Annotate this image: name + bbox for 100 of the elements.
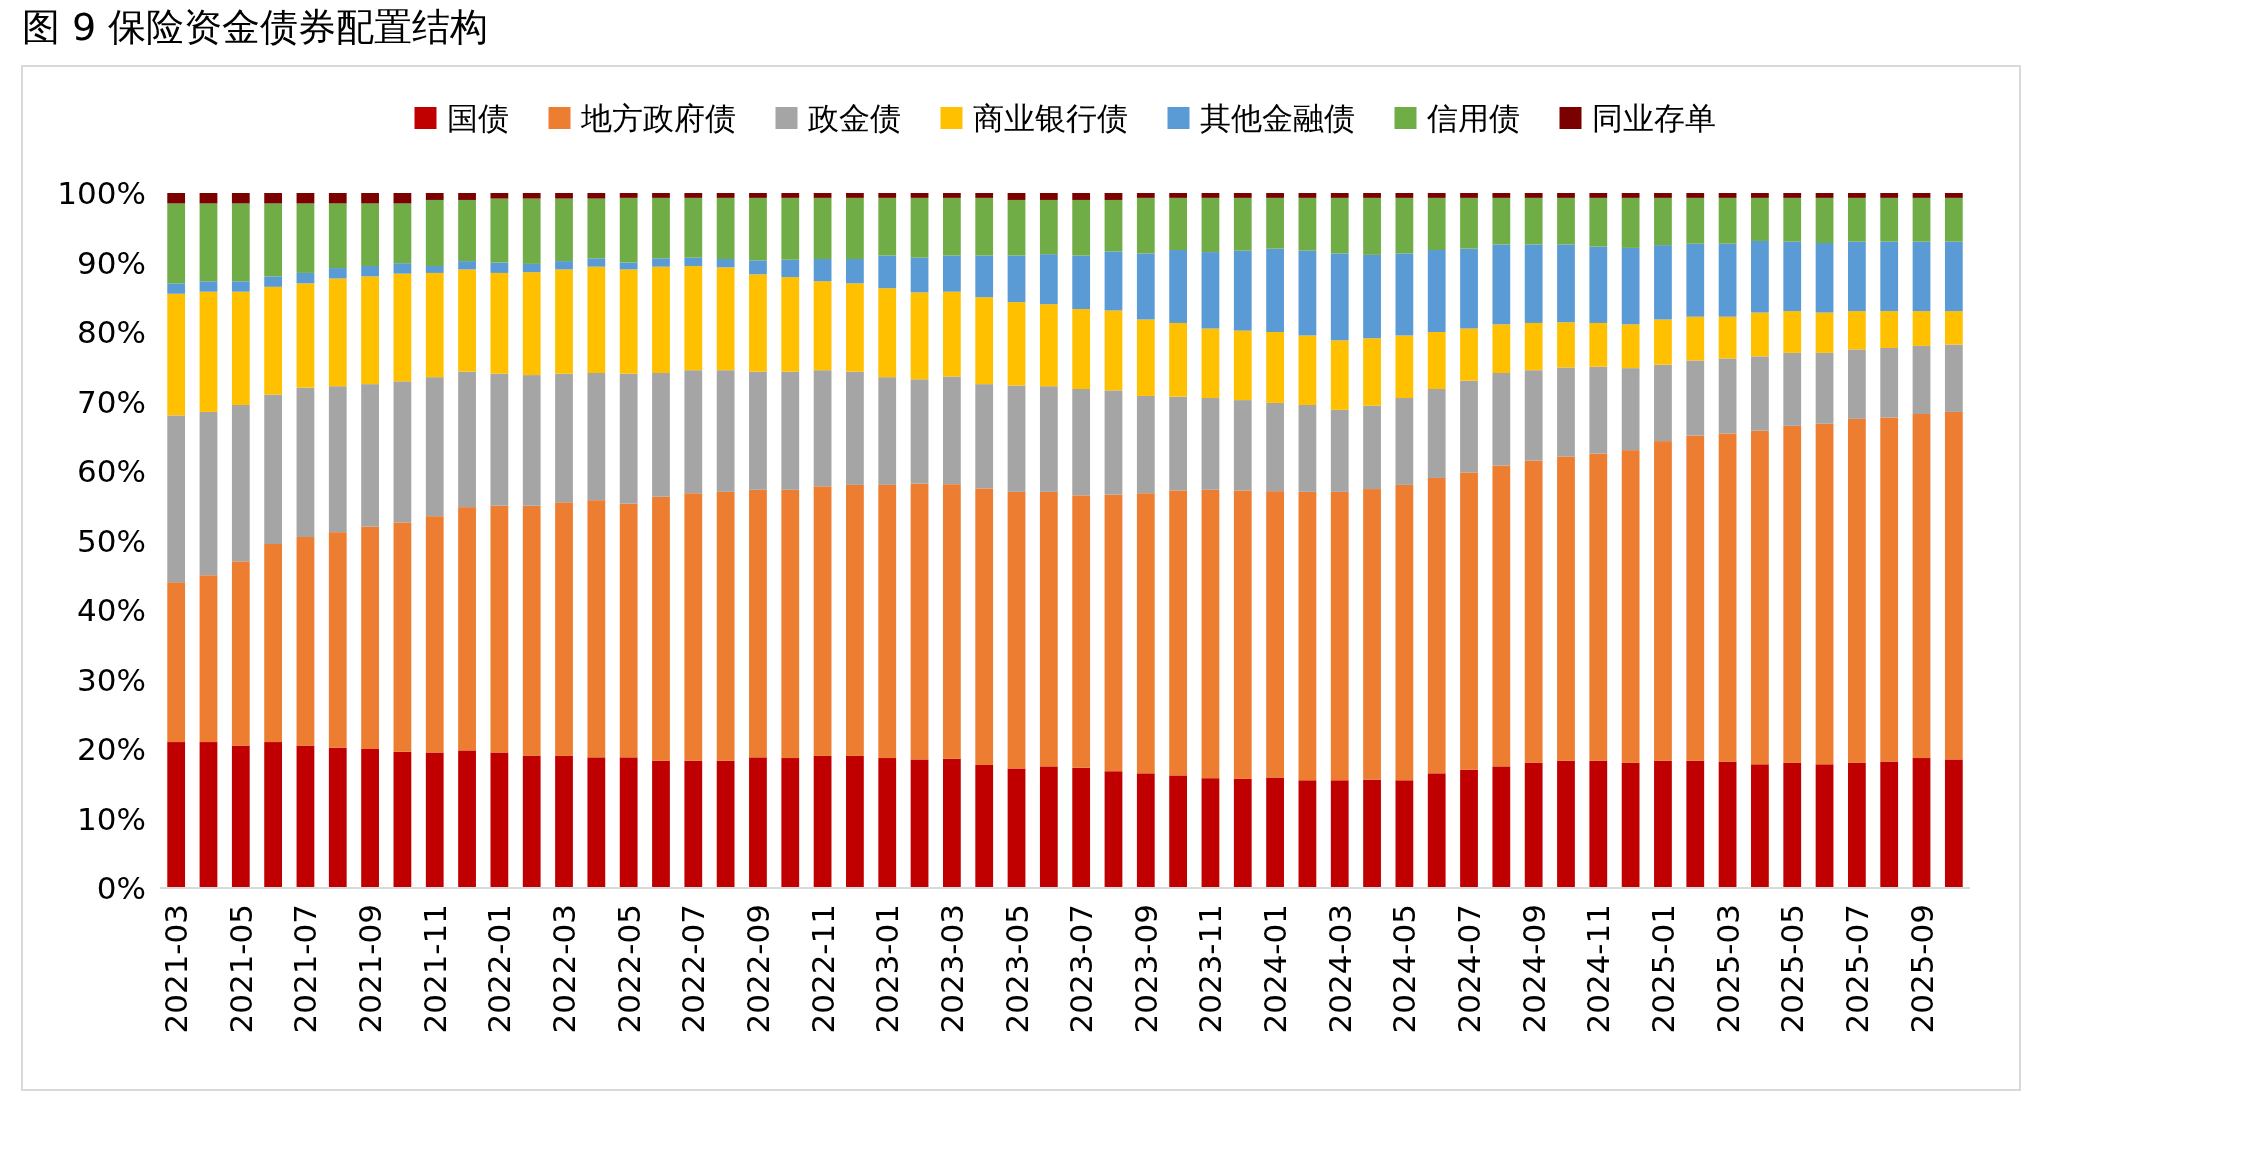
bar	[1783, 425, 1802, 763]
x-tick-label: 2024-05	[1386, 904, 1423, 1034]
bar	[1460, 380, 1478, 473]
bar	[878, 255, 897, 289]
bar	[167, 415, 186, 583]
bar	[878, 288, 897, 378]
bar	[1201, 193, 1220, 198]
bar	[522, 505, 541, 756]
bar	[1039, 766, 1058, 888]
bar	[490, 373, 509, 506]
x-tick-label: 2022-07	[675, 904, 712, 1034]
bar	[878, 377, 897, 485]
bar	[684, 257, 703, 266]
bar	[1912, 197, 1931, 242]
bar	[1654, 245, 1672, 320]
bar	[942, 758, 961, 888]
y-tick-label: 40%	[77, 592, 146, 628]
bar	[878, 193, 897, 198]
bar	[619, 193, 638, 198]
bar	[1847, 349, 1866, 419]
bar	[1427, 249, 1446, 332]
x-tick-label: 2023-03	[933, 904, 970, 1034]
bar	[942, 291, 961, 377]
bar	[1201, 328, 1220, 399]
y-tick-label: 70%	[77, 383, 146, 420]
bar	[910, 759, 929, 888]
bar	[425, 272, 444, 378]
bar	[1104, 310, 1123, 391]
x-tick-label: 2023-09	[1127, 904, 1164, 1034]
bar	[393, 522, 412, 752]
y-tick-label: 80%	[77, 314, 146, 350]
bar	[975, 488, 994, 765]
x-tick-label: 2025-01	[1644, 904, 1681, 1034]
bar	[361, 526, 379, 749]
bar	[1169, 490, 1188, 776]
bar	[749, 489, 767, 758]
bar	[1815, 352, 1834, 424]
bar	[1007, 491, 1026, 769]
bar	[1460, 197, 1478, 249]
bar	[555, 502, 573, 756]
bar	[1944, 344, 1963, 412]
bar	[1783, 197, 1802, 242]
bar	[264, 203, 283, 277]
bar	[1136, 197, 1155, 254]
bar	[1751, 356, 1769, 431]
bar	[652, 258, 670, 267]
bar	[1395, 197, 1414, 254]
bar	[1395, 253, 1414, 336]
bar	[1266, 193, 1284, 198]
bar	[652, 496, 670, 761]
bar	[1621, 197, 1640, 248]
bar	[813, 197, 832, 260]
bar	[1039, 199, 1058, 255]
bar	[587, 757, 606, 888]
bar	[813, 755, 832, 888]
bar	[1233, 330, 1252, 401]
bar	[846, 259, 864, 284]
bar	[749, 274, 767, 372]
bar	[619, 269, 638, 374]
bar	[1751, 430, 1769, 765]
bar	[1266, 197, 1284, 249]
bar	[716, 370, 735, 492]
bar	[910, 483, 929, 760]
bar	[1621, 450, 1640, 763]
x-tick-label: 2024-01	[1257, 904, 1294, 1034]
bar	[910, 257, 929, 293]
bar	[1847, 418, 1866, 763]
bar	[231, 745, 250, 888]
bar	[296, 745, 315, 888]
bar	[587, 266, 606, 374]
bar	[1427, 197, 1446, 250]
bar	[1266, 248, 1284, 332]
bar	[716, 491, 735, 761]
bar	[942, 376, 961, 485]
bar	[1912, 241, 1931, 312]
bar	[1330, 253, 1349, 341]
bar	[1557, 193, 1575, 198]
bar	[167, 203, 186, 284]
bar	[361, 749, 379, 888]
x-tick-label: 2021-07	[287, 904, 324, 1034]
bar	[231, 561, 250, 746]
bar	[652, 266, 670, 374]
bar	[1072, 767, 1091, 888]
x-tick-label: 2025-09	[1903, 904, 1940, 1034]
bar	[619, 503, 638, 758]
bar	[619, 757, 638, 888]
legend-label: 其他金融债	[1199, 100, 1355, 136]
bar	[1298, 780, 1317, 888]
bar	[1330, 197, 1349, 254]
bar	[296, 203, 315, 273]
bar	[199, 742, 218, 888]
bar	[1880, 197, 1899, 242]
x-tick-label: 2022-11	[804, 904, 841, 1034]
bar	[878, 484, 897, 759]
bar	[1072, 309, 1091, 389]
bar	[1557, 244, 1575, 323]
bar	[652, 373, 670, 497]
bar	[1039, 254, 1058, 305]
bar	[522, 755, 541, 888]
bar	[1783, 193, 1802, 198]
